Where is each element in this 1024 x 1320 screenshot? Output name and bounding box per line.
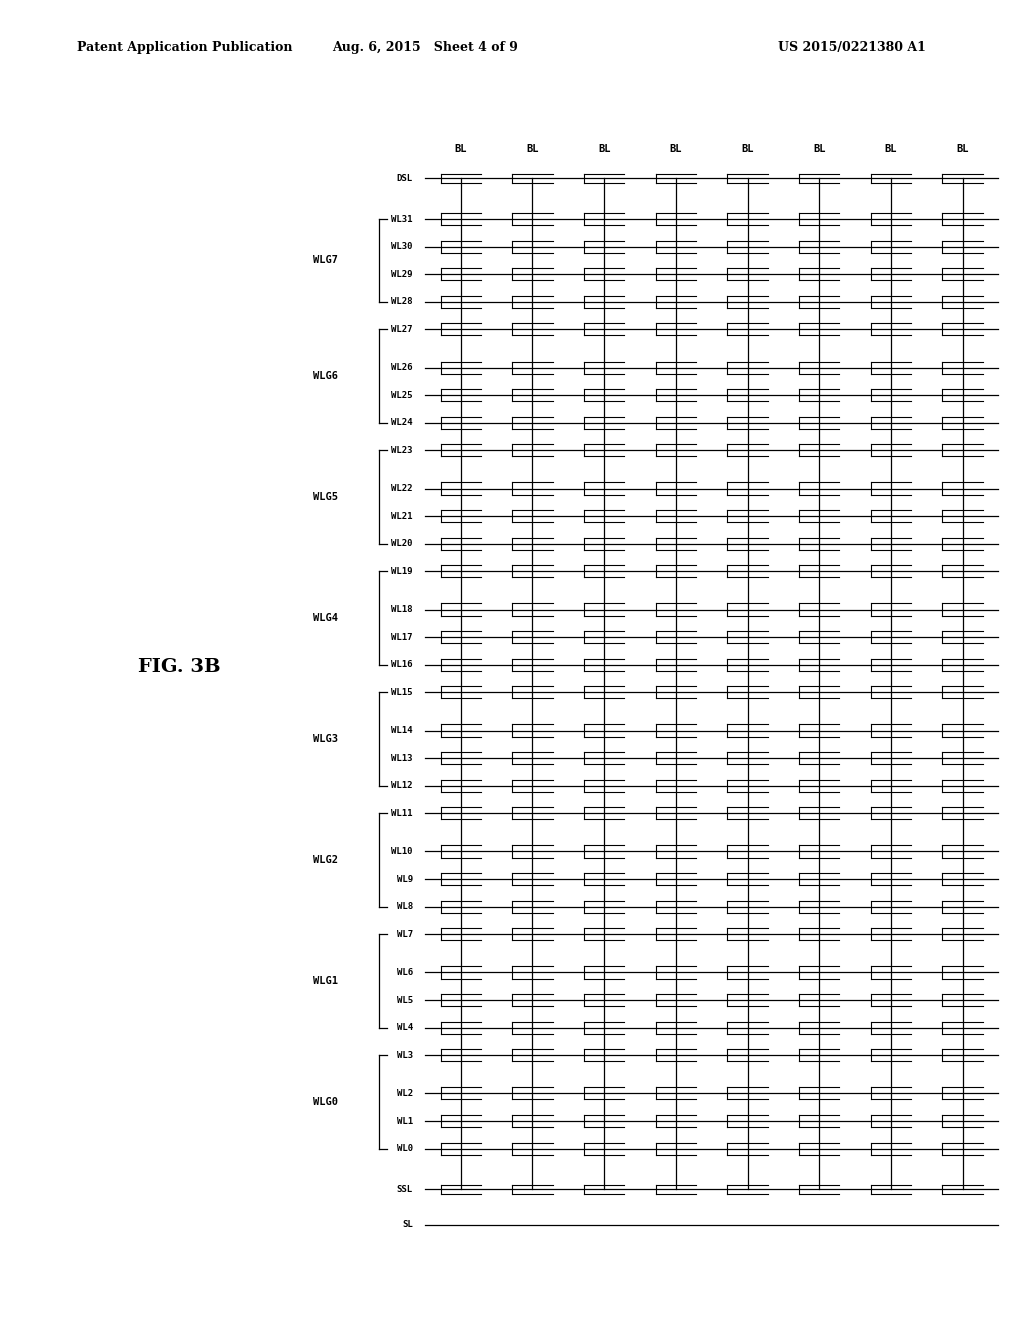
Text: US 2015/0221380 A1: US 2015/0221380 A1 [778,41,926,54]
Text: WL30: WL30 [391,242,413,251]
Text: WL25: WL25 [391,391,413,400]
Text: WLG0: WLG0 [313,1097,338,1107]
Text: BL: BL [885,144,897,154]
Text: WL21: WL21 [391,512,413,520]
Text: DSL: DSL [396,174,413,182]
Text: SL: SL [402,1221,413,1229]
Text: Aug. 6, 2015   Sheet 4 of 9: Aug. 6, 2015 Sheet 4 of 9 [332,41,518,54]
Text: WL13: WL13 [391,754,413,763]
Text: BL: BL [598,144,610,154]
Text: WL5: WL5 [396,995,413,1005]
Text: BL: BL [813,144,825,154]
Text: WL1: WL1 [396,1117,413,1126]
Text: WLG7: WLG7 [313,255,338,265]
Text: WL27: WL27 [391,325,413,334]
Text: WL3: WL3 [396,1051,413,1060]
Text: BL: BL [741,144,754,154]
Text: FIG. 3B: FIG. 3B [138,657,220,676]
Text: WL11: WL11 [391,809,413,818]
Text: WLG2: WLG2 [313,855,338,865]
Text: WL15: WL15 [391,688,413,697]
Text: WL29: WL29 [391,269,413,279]
Text: WLG4: WLG4 [313,612,338,623]
Text: WL2: WL2 [396,1089,413,1098]
Text: WLG3: WLG3 [313,734,338,744]
Text: BL: BL [526,144,539,154]
Text: WL0: WL0 [396,1144,413,1154]
Text: WL10: WL10 [391,847,413,855]
Text: WL28: WL28 [391,297,413,306]
Text: WLG6: WLG6 [313,371,338,381]
Text: BL: BL [670,144,682,154]
Text: WLG5: WLG5 [313,492,338,502]
Text: WL4: WL4 [396,1023,413,1032]
Text: Patent Application Publication: Patent Application Publication [77,41,292,54]
Text: BL: BL [455,144,467,154]
Text: WL7: WL7 [396,929,413,939]
Text: WL22: WL22 [391,484,413,494]
Text: WL6: WL6 [396,968,413,977]
Text: WL16: WL16 [391,660,413,669]
Text: WL24: WL24 [391,418,413,428]
Text: WL18: WL18 [391,605,413,614]
Text: BL: BL [956,144,969,154]
Text: WL20: WL20 [391,540,413,548]
Text: WL8: WL8 [396,902,413,911]
Text: WL26: WL26 [391,363,413,372]
Text: WL14: WL14 [391,726,413,735]
Text: WL17: WL17 [391,632,413,642]
Text: WL19: WL19 [391,566,413,576]
Text: WLG1: WLG1 [313,975,338,986]
Text: WL12: WL12 [391,781,413,791]
Text: SSL: SSL [396,1185,413,1193]
Text: WL31: WL31 [391,215,413,223]
Text: WL23: WL23 [391,446,413,455]
Text: WL9: WL9 [396,875,413,883]
